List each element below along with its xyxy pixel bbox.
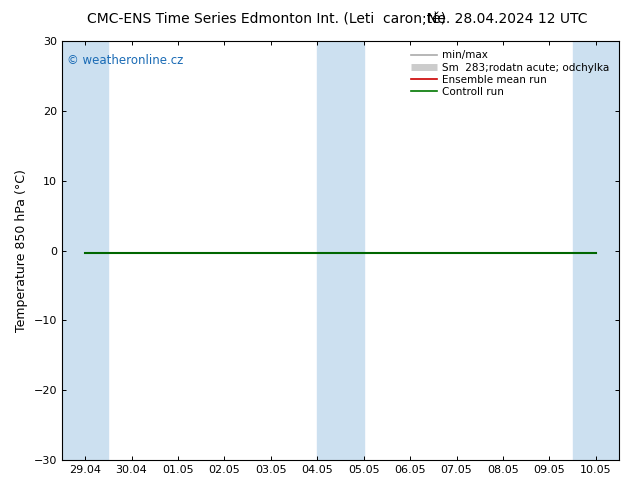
Bar (62, 41, 108, 460)
Legend: min/max, Sm  283;rodatn acute; odchylka, Ensemble mean run, Controll run: min/max, Sm 283;rodatn acute; odchylka, … (407, 46, 614, 101)
Text: CMC-ENS Time Series Edmonton Int. (Leti  caron;tě): CMC-ENS Time Series Edmonton Int. (Leti … (87, 12, 446, 26)
Text: © weatheronline.cz: © weatheronline.cz (67, 53, 184, 67)
Bar (317, 41, 364, 460)
Text: Ne. 28.04.2024 12 UTC: Ne. 28.04.2024 12 UTC (427, 12, 588, 26)
Y-axis label: Temperature 850 hPa (°C): Temperature 850 hPa (°C) (15, 169, 28, 332)
Bar (573, 41, 619, 460)
